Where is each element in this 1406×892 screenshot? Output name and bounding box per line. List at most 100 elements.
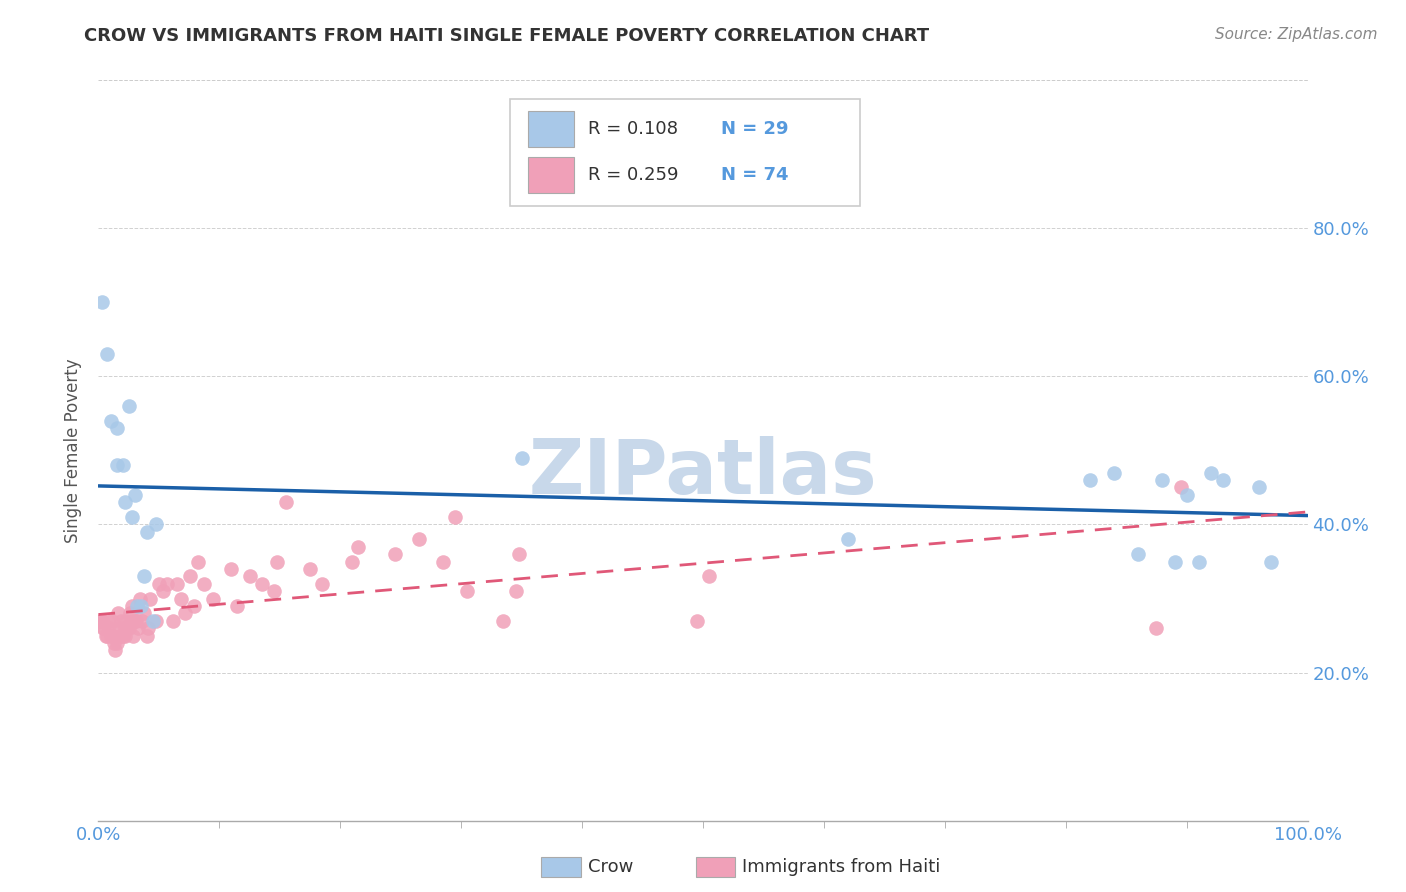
Point [97,614,120,628]
Text: N = 74: N = 74 [721,166,789,184]
Point [115,614,138,628]
Point [105,458,128,473]
Point [347,540,370,554]
FancyBboxPatch shape [527,112,574,147]
Point [837,533,859,547]
Point [91,621,114,635]
Point [142,614,165,628]
Point [152,584,174,599]
Text: ZIPatlas: ZIPatlas [529,435,877,509]
Point [107,607,129,621]
Point [510,450,533,465]
Point [187,555,209,569]
Text: CROW VS IMMIGRANTS FROM HAITI SINGLE FEMALE POVERTY CORRELATION CHART: CROW VS IMMIGRANTS FROM HAITI SINGLE FEM… [84,27,929,45]
Point [124,614,146,628]
Point [226,599,249,613]
Point [139,591,162,606]
Point [108,628,131,642]
Point [250,576,273,591]
FancyBboxPatch shape [509,99,860,206]
Point [118,607,141,621]
Point [128,591,150,606]
Point [1078,473,1101,487]
Point [169,591,191,606]
Point [508,547,530,561]
Point [444,510,467,524]
Point [111,628,134,642]
Text: Immigrants from Haiti: Immigrants from Haiti [742,858,941,876]
Point [114,628,136,642]
Point [91,295,114,310]
Point [1152,473,1174,487]
Point [342,555,364,569]
Point [105,421,128,435]
Point [112,621,135,635]
Point [1170,480,1192,494]
Point [686,614,709,628]
Point [1128,547,1150,561]
Point [124,488,146,502]
Point [162,614,184,628]
Point [505,584,527,599]
Point [134,569,156,583]
Point [156,576,179,591]
Point [193,576,215,591]
Point [105,636,128,650]
Point [697,569,720,583]
Point [299,562,322,576]
Point [127,599,149,613]
Point [1249,480,1271,494]
Point [135,524,157,539]
Point [134,607,156,621]
Point [125,614,148,628]
Point [93,621,115,635]
Point [122,628,145,642]
Point [111,458,134,473]
Point [131,614,153,628]
Point [145,517,167,532]
Point [1188,555,1211,569]
Y-axis label: Single Female Poverty: Single Female Poverty [65,359,83,542]
Point [103,636,125,650]
Point [263,584,285,599]
Point [145,614,167,628]
Point [1102,466,1125,480]
Point [114,495,136,509]
Point [90,614,112,628]
Point [110,614,132,628]
Point [1199,466,1222,480]
Point [384,547,406,561]
Point [108,621,131,635]
Point [408,533,430,547]
Point [135,628,157,642]
Point [117,621,139,635]
Text: R = 0.259: R = 0.259 [588,166,679,184]
Point [120,614,142,628]
Point [129,599,152,613]
Point [121,599,143,613]
Point [91,614,114,628]
Point [239,569,262,583]
Point [432,555,454,569]
Point [96,628,118,642]
Point [266,555,288,569]
Point [98,621,121,635]
Point [94,628,117,642]
Point [118,399,141,413]
Point [1260,555,1282,569]
Point [202,591,225,606]
Point [1163,555,1185,569]
Point [100,414,122,428]
FancyBboxPatch shape [527,157,574,193]
Point [100,628,122,642]
Point [274,495,297,509]
Point [1146,621,1168,635]
Point [89,614,111,628]
Point [183,599,205,613]
Point [121,510,143,524]
Point [101,628,124,642]
Point [174,607,197,621]
Point [1175,488,1198,502]
Point [311,576,333,591]
Text: Crow: Crow [588,858,633,876]
